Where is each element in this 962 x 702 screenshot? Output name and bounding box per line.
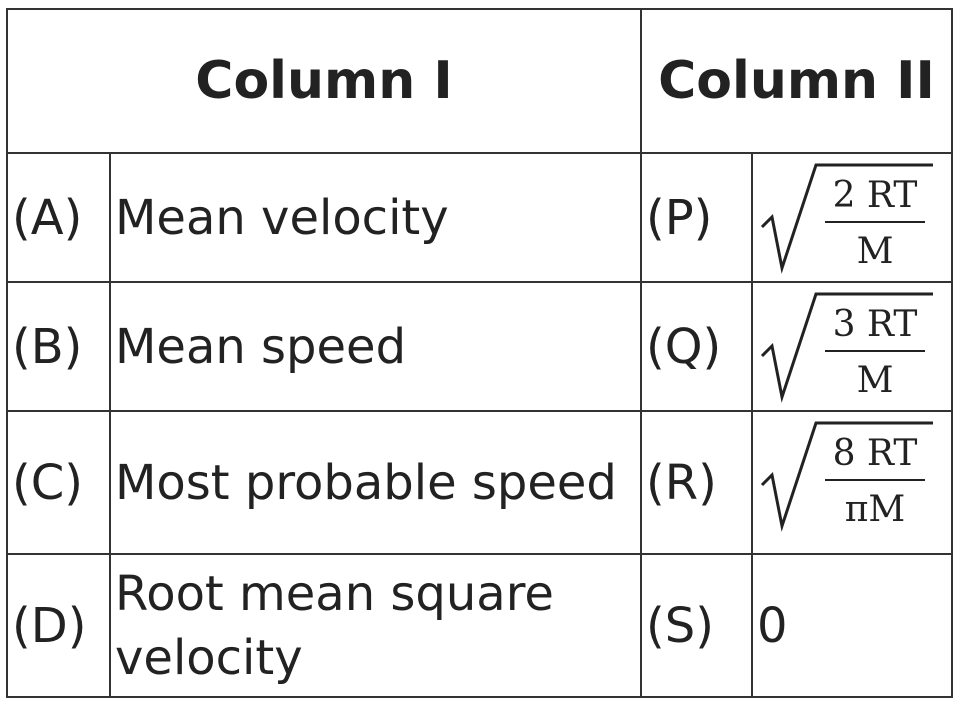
denominator: M <box>856 231 894 272</box>
row-label: (D) <box>6 553 111 698</box>
radical-sign <box>760 292 933 403</box>
radical <box>760 163 933 274</box>
header-cell: Column II <box>640 8 953 154</box>
row-label: (B) <box>6 281 111 412</box>
row-item: Mean velocity <box>109 152 642 283</box>
denominator: πM <box>844 489 906 530</box>
row-code: (R) <box>640 410 753 555</box>
numerator: 8 RT <box>832 433 918 474</box>
radical <box>760 421 933 532</box>
row-item: Root mean square velocity <box>109 553 642 698</box>
answer: 0 <box>751 553 953 698</box>
radical-sign <box>760 163 933 274</box>
denominator: M <box>856 360 894 401</box>
numerator: 2 RT <box>832 175 918 216</box>
row-code: (P) <box>640 152 753 283</box>
row: (D) Root mean square velocity (S) 0 <box>6 553 953 698</box>
row-label: (A) <box>6 152 111 283</box>
header-cell: Column I <box>6 8 642 154</box>
match-table: Column I Column II (A) Mean velocity (P) 2 … <box>6 8 953 698</box>
numerator: 3 RT <box>832 304 918 345</box>
radical-sign <box>760 421 933 532</box>
row-item: Most probable speed <box>109 410 642 555</box>
row: (A) Mean velocity (P) 2 RT M <box>6 152 953 283</box>
expression: 8 RT πM <box>751 410 953 555</box>
radical <box>760 292 933 403</box>
expression: 3 RT M <box>751 281 953 412</box>
row: (B) Mean speed (Q) 3 RT M <box>6 281 953 412</box>
row-code: (Q) <box>640 281 753 412</box>
header-row: Column I Column II <box>6 8 953 154</box>
row-label: (C) <box>6 410 111 555</box>
expression: 2 RT M <box>751 152 953 283</box>
row: (C) Most probable speed (R) 8 RT πM <box>6 410 953 555</box>
row-code: (S) <box>640 553 753 698</box>
row-item: Mean speed <box>109 281 642 412</box>
